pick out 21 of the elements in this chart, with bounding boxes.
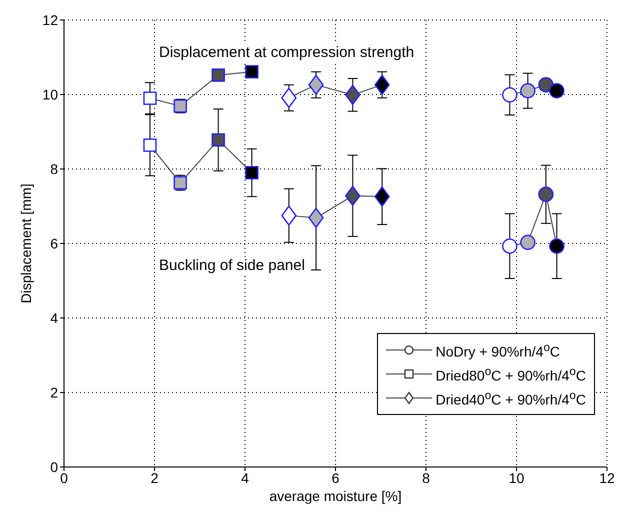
- annotation: Displacement at compression strength: [159, 44, 414, 62]
- y-tick-label: 6: [50, 235, 58, 252]
- x-tick-label: 12: [599, 470, 615, 486]
- y-tick-label: 2: [50, 384, 58, 400]
- y-tick-label: 10: [42, 86, 58, 102]
- legend-label: NoDry + 90%rh/4$^{o}$C: [436, 340, 560, 360]
- y-tick-label: 0: [50, 458, 58, 475]
- x-tick-label: 8: [422, 470, 430, 486]
- x-tick-label: 4: [241, 470, 250, 486]
- y-tick-label: 8: [50, 160, 58, 177]
- x-tick-label: 10: [508, 470, 524, 486]
- x-axis-title: average moisture [%]: [269, 488, 402, 504]
- x-tick-label: 0: [60, 470, 68, 486]
- legend-label: Dried40$^{o}$C + 90%rh/4$^{o}$C: [436, 388, 586, 408]
- y-tick-label: 12: [42, 12, 58, 28]
- y-axis-title: Displacement [mm]: [18, 184, 34, 304]
- x-tick-label: 6: [332, 470, 340, 486]
- x-tick-label: 2: [150, 470, 159, 486]
- y-tick-label: 4: [50, 310, 58, 326]
- legend-label: Dried80$^{o}$C + 90%rh/4$^{o}$C: [436, 364, 586, 384]
- annotation: Buckling of side panel: [159, 257, 305, 275]
